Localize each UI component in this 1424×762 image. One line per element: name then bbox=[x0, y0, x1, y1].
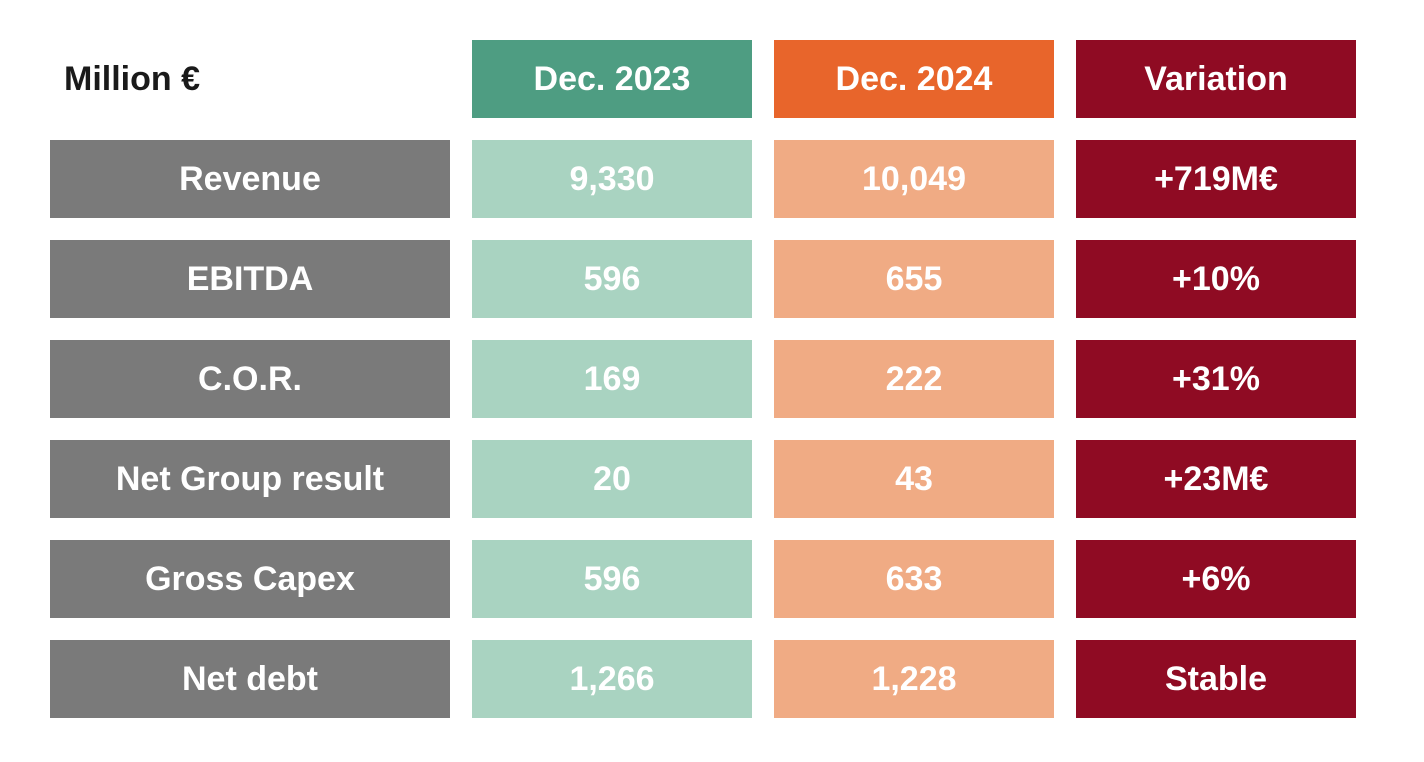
col-header-1: Dec. 2024 bbox=[774, 40, 1054, 118]
cell-3-2: +23M€ bbox=[1076, 440, 1356, 518]
cell-4-2: +6% bbox=[1076, 540, 1356, 618]
cell-3-1: 43 bbox=[774, 440, 1054, 518]
row-label-1: EBITDA bbox=[50, 240, 450, 318]
col-header-0: Dec. 2023 bbox=[472, 40, 752, 118]
cell-2-2: +31% bbox=[1076, 340, 1356, 418]
cell-2-0: 169 bbox=[472, 340, 752, 418]
row-label-4: Gross Capex bbox=[50, 540, 450, 618]
financial-table: Million € Dec. 2023 Dec. 2024 Variation Reve… bbox=[50, 40, 1374, 718]
cell-0-2: +719M€ bbox=[1076, 140, 1356, 218]
cell-1-1: 655 bbox=[774, 240, 1054, 318]
cell-1-0: 596 bbox=[472, 240, 752, 318]
cell-0-0: 9,330 bbox=[472, 140, 752, 218]
cell-0-1: 10,049 bbox=[774, 140, 1054, 218]
cell-5-2: Stable bbox=[1076, 640, 1356, 718]
corner-label: Million € bbox=[50, 40, 450, 118]
col-header-2: Variation bbox=[1076, 40, 1356, 118]
row-label-2: C.O.R. bbox=[50, 340, 450, 418]
cell-5-0: 1,266 bbox=[472, 640, 752, 718]
cell-2-1: 222 bbox=[774, 340, 1054, 418]
cell-4-0: 596 bbox=[472, 540, 752, 618]
cell-1-2: +10% bbox=[1076, 240, 1356, 318]
row-label-3: Net Group result bbox=[50, 440, 450, 518]
row-label-0: Revenue bbox=[50, 140, 450, 218]
cell-3-0: 20 bbox=[472, 440, 752, 518]
cell-5-1: 1,228 bbox=[774, 640, 1054, 718]
cell-4-1: 633 bbox=[774, 540, 1054, 618]
row-label-5: Net debt bbox=[50, 640, 450, 718]
